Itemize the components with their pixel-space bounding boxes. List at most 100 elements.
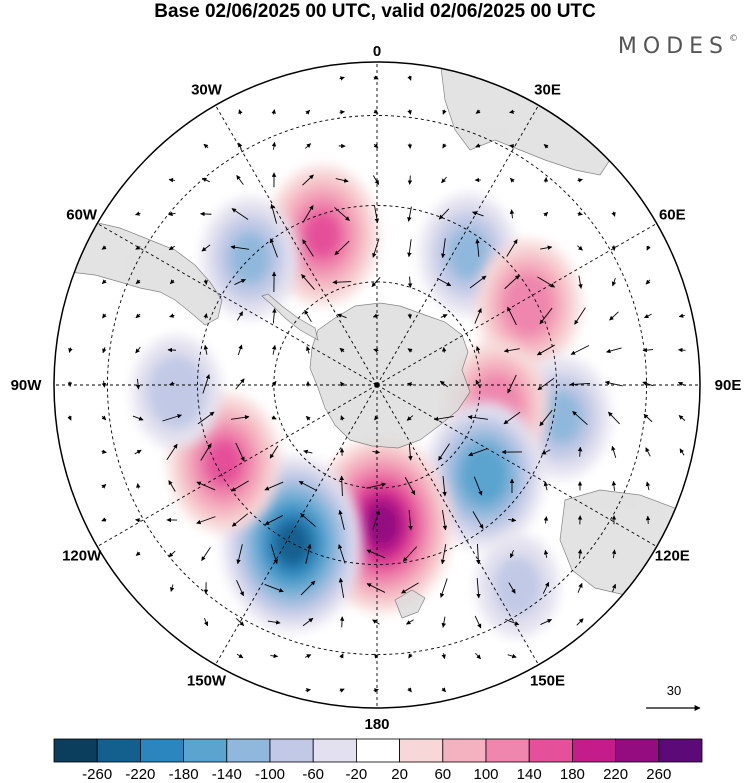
wind-vector-arrow — [374, 653, 379, 659]
wind-vector-arrow — [406, 619, 414, 625]
colorbar-swatch — [226, 738, 271, 763]
wind-vector-arrow — [442, 109, 447, 115]
map-boundary — [53, 61, 701, 709]
wind-vector-arrow — [611, 549, 617, 559]
wind-vector-arrow — [271, 415, 277, 420]
colorbar-swatch — [355, 738, 400, 763]
wind-vector-arrow — [264, 481, 284, 491]
colorbar-tick-label: 60 — [434, 766, 451, 783]
wind-vector-arrow — [475, 143, 481, 148]
longitude-label: 150W — [187, 672, 227, 689]
wind-vector-arrow — [611, 277, 617, 287]
wind-vector-arrow — [201, 177, 210, 183]
wind-vector-arrow — [543, 549, 549, 558]
new-zealand-landmass — [394, 589, 426, 619]
wind-vector-arrow — [608, 411, 620, 425]
wind-vector-arrow — [645, 279, 651, 285]
wind-vector-arrow — [503, 411, 521, 425]
wind-vector-arrow — [339, 688, 345, 693]
wind-vector-arrow — [203, 313, 208, 319]
wind-vector-arrow — [338, 509, 345, 530]
wind-vector-arrow — [373, 688, 379, 693]
reference-vector-label: 30 — [667, 683, 681, 698]
wind-vector-arrow — [203, 143, 209, 149]
wind-vector-arrow — [135, 245, 141, 250]
wind-vector-arrow — [577, 548, 583, 559]
wind-vector-arrow — [543, 516, 549, 524]
wind-vector-arrow — [679, 448, 685, 456]
wind-vector-arrow — [611, 445, 617, 458]
wind-vector-arrow — [264, 583, 284, 593]
wind-vector-arrow — [270, 203, 278, 224]
wind-vector-arrow — [366, 549, 386, 559]
wind-vector-arrow — [441, 176, 447, 184]
wind-vector-arrow — [537, 276, 555, 288]
wind-vector-arrow — [67, 415, 72, 421]
wind-vector-arrow — [101, 380, 107, 388]
wind-vector-arrow — [270, 544, 278, 565]
longitude-label: 120W — [62, 548, 102, 565]
wind-vector-arrow — [305, 346, 311, 354]
wind-vector-arrow — [508, 517, 517, 523]
wind-vector-arrow — [305, 543, 312, 564]
wind-vector-arrow — [646, 245, 651, 251]
wind-vector-arrow — [438, 443, 450, 461]
land-layer — [54, 62, 700, 619]
wind-vector-arrow — [507, 374, 517, 394]
wind-vector-arrow — [196, 481, 216, 491]
wind-vector-arrow — [504, 274, 520, 290]
wind-vector-arrow — [509, 144, 515, 149]
wind-vector-arrow — [372, 238, 380, 258]
wind-vector-arrow — [436, 277, 452, 287]
wind-vector-arrow — [271, 380, 277, 387]
wind-vector-arrow — [169, 279, 175, 285]
wind-vector-arrow — [642, 347, 654, 353]
wind-vector-arrow — [476, 577, 481, 599]
wind-vector-arrow — [542, 581, 550, 594]
wind-vector-arrow — [373, 348, 379, 353]
wind-vector-arrow — [168, 480, 176, 492]
wind-vector-arrow — [372, 449, 381, 455]
wind-vector-arrow — [407, 382, 413, 387]
colorbar-swatch — [53, 738, 98, 763]
longitude-labels: 0 30E 60E 90E 120E 150E 180 150W 120W 90W 60W 30W — [11, 43, 742, 733]
wind-vector-arrow — [372, 313, 379, 318]
wind-vector-arrow — [101, 279, 107, 285]
wind-vector-arrow — [238, 142, 243, 150]
wind-vector-arrow — [237, 344, 243, 356]
wind-vector-arrow — [678, 313, 685, 318]
wind-vector-arrow — [169, 381, 175, 386]
wind-vector-arrow — [407, 206, 412, 222]
longitude-label: 120E — [655, 548, 690, 565]
wind-vector-arrow — [101, 415, 107, 421]
wind-vector-arrow — [339, 76, 345, 81]
wind-vector-arrow — [334, 240, 350, 256]
wind-vector-arrow — [135, 346, 141, 354]
copyright-mark: © — [729, 34, 738, 44]
wind-vector-arrow — [235, 442, 245, 462]
antarctica-landmass — [309, 302, 471, 449]
colorbar-swatch — [615, 738, 660, 763]
wind-vector-arrow — [203, 618, 209, 627]
wind-vector-arrow — [234, 279, 246, 285]
wind-vector-arrow — [300, 513, 316, 527]
wind-vector-arrow — [507, 653, 517, 659]
wind-vector-arrow — [169, 313, 175, 318]
wind-vector-arrow — [611, 480, 617, 491]
brand-logo: MODES© — [618, 34, 738, 59]
wind-vector-arrow — [373, 143, 379, 149]
colorbar-swatch — [399, 738, 444, 763]
wind-vector-arrow — [238, 109, 243, 115]
colorbar-swatch — [312, 738, 357, 763]
colorbar-tick-label: -220 — [125, 766, 155, 783]
wind-vector-arrow — [264, 515, 284, 525]
wind-vector-arrow — [203, 344, 209, 355]
wind-vector-arrow — [236, 653, 244, 659]
wind-vector-arrow — [473, 476, 483, 496]
wind-vector-arrow — [271, 344, 277, 355]
reference-vector: 30 — [646, 683, 701, 711]
wind-vector-arrow — [200, 211, 212, 217]
negative-anomaly — [132, 336, 222, 448]
wind-vector-arrow — [505, 618, 520, 626]
wind-vector-arrow — [541, 449, 551, 455]
